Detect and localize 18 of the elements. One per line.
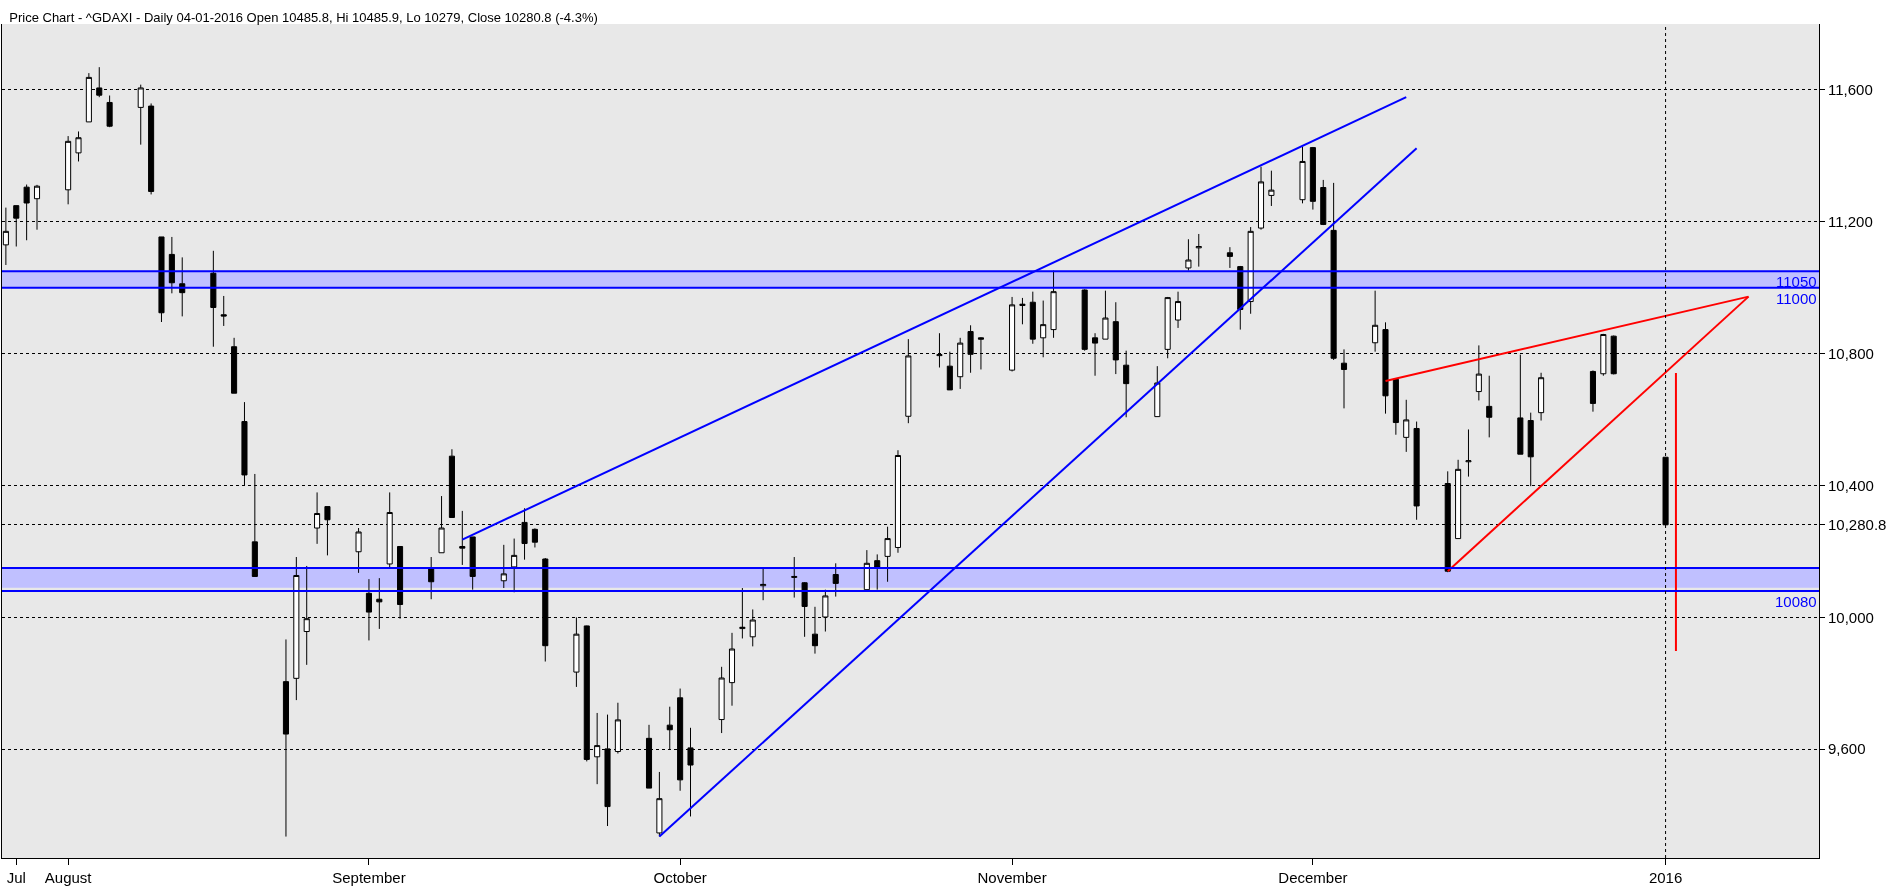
y-tick-label: 10,800 (1828, 344, 1874, 362)
x-tick-label: October (653, 869, 707, 886)
x-tick-label: September (332, 869, 406, 886)
ref-line-label: 11050 (1776, 273, 1817, 290)
x-tick-label: November (977, 869, 1047, 886)
y-tick-label: 11,600 (1828, 81, 1873, 99)
y-tick-label: 11,200 (1828, 213, 1873, 231)
x-tick-label: 2016 (1648, 869, 1683, 886)
x-tick-label: December (1278, 869, 1348, 886)
y-tick-label: 10,280.8 (1828, 516, 1887, 534)
x-tick-label: Jul (6, 869, 26, 886)
ref-line-label: 10080 (1775, 593, 1817, 610)
y-tick-label: 10,000 (1828, 608, 1874, 626)
ref-line-label: 11000 (1776, 290, 1817, 307)
x-tick-label: August (44, 869, 93, 886)
y-tick-label: 10,400 (1828, 476, 1874, 494)
y-tick-label: 9,600 (1828, 740, 1866, 758)
chart-title: Price Chart - ^GDAXI - Daily 04-01-2016 Open 10485.8, Hi 10485.9, Lo 10279, Close 10280.8 (-4.3%) (9, 10, 598, 26)
